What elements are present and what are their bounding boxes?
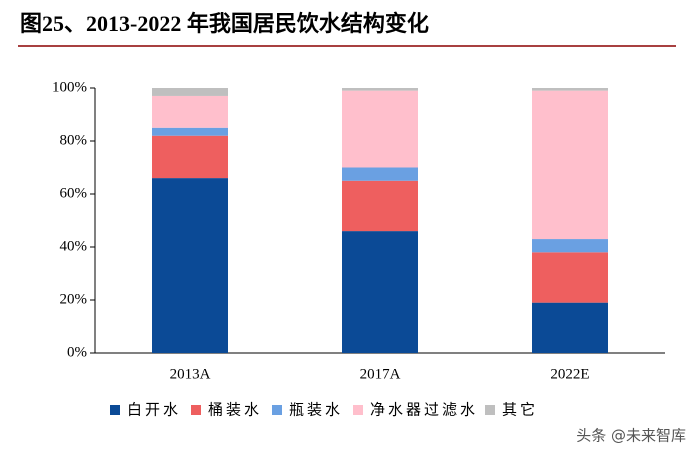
legend-label: 桶装水	[208, 401, 262, 418]
legend-label: 净水器过滤水	[370, 401, 478, 418]
bar-segment	[152, 95, 228, 128]
bar-segment	[532, 90, 608, 240]
legend-swatch	[485, 405, 495, 415]
legend-label: 其它	[502, 400, 538, 418]
bar-segment	[152, 178, 228, 353]
watermark: 头条 @未来智库	[576, 427, 686, 445]
legend-label: 瓶装水	[289, 401, 343, 418]
bar-segment	[342, 167, 418, 181]
bar-segment	[152, 127, 228, 136]
bar-segment	[342, 88, 418, 91]
bar-segment	[342, 180, 418, 232]
legend-swatch	[272, 405, 282, 415]
y-tick-label: 100%	[52, 79, 87, 95]
bar-segment	[532, 88, 608, 91]
bar-segment	[532, 252, 608, 303]
legend-swatch	[191, 405, 201, 415]
y-tick-label: 20%	[60, 291, 88, 307]
x-tick-label: 2013A	[170, 366, 211, 382]
bar-segment	[342, 90, 418, 168]
x-tick-label: 2017A	[360, 366, 401, 382]
y-tick-label: 40%	[60, 238, 88, 254]
legend-swatch	[110, 405, 120, 415]
y-tick-label: 0%	[67, 344, 87, 360]
bar-segment	[532, 239, 608, 253]
y-tick-label: 80%	[60, 132, 88, 148]
bar-segment	[152, 135, 228, 179]
bar-segment	[532, 302, 608, 353]
y-tick-label: 60%	[60, 185, 88, 201]
legend-label: 白开水	[127, 401, 181, 418]
legend-swatch	[353, 405, 363, 415]
bar-segment	[342, 231, 418, 353]
chart-title: 图25、2013-2022 年我国居民饮水结构变化	[20, 11, 429, 36]
bar-segment	[152, 88, 228, 96]
x-tick-label: 2022E	[550, 366, 589, 382]
